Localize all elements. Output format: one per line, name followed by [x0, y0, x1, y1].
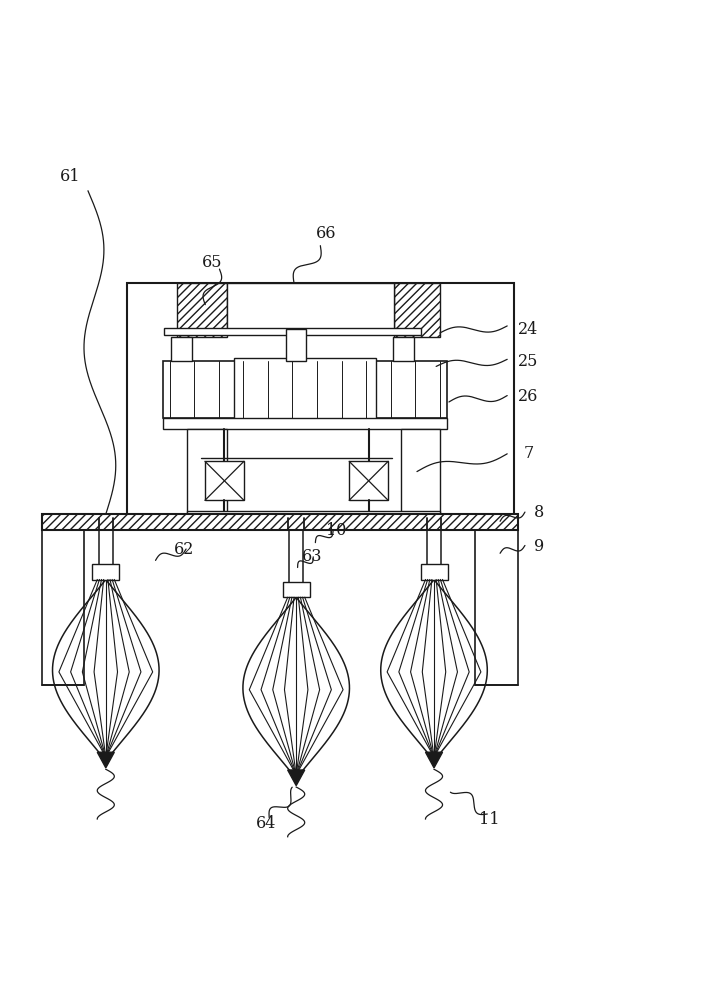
Text: 11: 11 — [479, 811, 500, 828]
Bar — [420, 564, 448, 580]
Text: 8: 8 — [534, 504, 544, 521]
Text: 7: 7 — [523, 445, 533, 462]
Bar — [163, 361, 447, 418]
Bar — [42, 514, 518, 530]
Text: 24: 24 — [518, 321, 538, 338]
Bar — [475, 530, 518, 685]
Text: 10: 10 — [326, 522, 347, 539]
Text: 63: 63 — [301, 548, 322, 565]
Text: 62: 62 — [174, 541, 194, 558]
Text: 9: 9 — [534, 538, 544, 555]
Bar — [283, 582, 310, 597]
Bar — [92, 564, 120, 580]
Bar — [286, 329, 306, 361]
Bar — [233, 358, 376, 422]
Text: 25: 25 — [518, 353, 538, 370]
Polygon shape — [288, 770, 305, 786]
Text: 66: 66 — [316, 225, 337, 242]
Bar — [164, 328, 421, 335]
Text: 26: 26 — [518, 388, 538, 405]
Polygon shape — [425, 752, 442, 768]
Bar — [171, 337, 193, 361]
Bar — [393, 337, 414, 361]
Text: 61: 61 — [60, 168, 80, 185]
Text: 64: 64 — [256, 815, 276, 832]
Bar — [177, 283, 226, 337]
Bar — [188, 511, 440, 518]
Bar — [127, 283, 514, 518]
Bar — [394, 283, 440, 337]
Bar — [205, 461, 244, 500]
Bar — [42, 530, 84, 685]
Bar — [188, 429, 226, 514]
Bar — [349, 461, 388, 500]
Bar — [163, 418, 447, 429]
Text: 65: 65 — [202, 254, 223, 271]
Bar — [401, 429, 440, 514]
Polygon shape — [97, 752, 115, 768]
Bar — [226, 283, 394, 329]
